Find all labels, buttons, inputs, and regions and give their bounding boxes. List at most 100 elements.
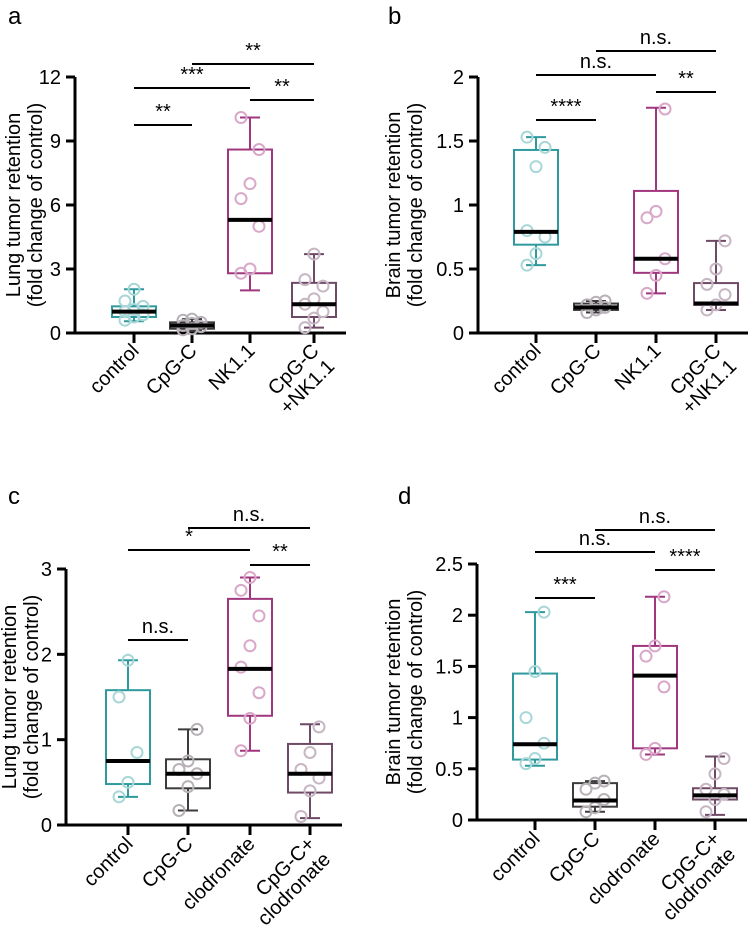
significance-label: **** — [550, 96, 581, 118]
data-point — [307, 311, 321, 325]
y-tick-label: 1 — [452, 708, 463, 730]
data-point — [709, 262, 723, 276]
data-point — [640, 211, 654, 225]
data-point — [657, 680, 671, 694]
y-tick-label: 9 — [50, 131, 61, 153]
panel-label: b — [388, 3, 401, 30]
y-tick-label: 12 — [39, 67, 61, 89]
y-tick-label: 3 — [50, 259, 61, 281]
data-point — [303, 745, 317, 759]
data-point — [243, 262, 257, 276]
data-point — [649, 204, 663, 218]
x-category-label: CpG-C — [142, 340, 202, 400]
y-axis-title: Brain tumor retention (fold change of con… — [383, 590, 427, 795]
iqr-box — [633, 189, 679, 274]
y-tick-label: 0 — [50, 323, 61, 345]
data-point — [529, 247, 543, 261]
data-point — [316, 305, 330, 319]
data-point — [519, 711, 533, 725]
x-category-label-line: control — [80, 833, 138, 891]
significance-label: ** — [274, 76, 290, 98]
y-axis-title-line1: Lung tumor retention — [3, 113, 25, 298]
box-plot-2: CpG-C — [546, 294, 619, 400]
box-plot-4: CpG-C+NK1.1 — [666, 234, 741, 419]
data-point — [121, 775, 135, 789]
iqr-box — [227, 597, 273, 717]
y-axis-title: Lung tumor retention (fold change of cont… — [3, 103, 47, 308]
data-point — [597, 774, 611, 788]
data-point — [252, 686, 266, 700]
data-point — [528, 665, 542, 679]
y-tick-label: 0 — [453, 323, 464, 345]
significance-label: n.s. — [579, 528, 611, 550]
data-point — [528, 752, 542, 766]
x-category-label: CpG-C — [546, 340, 606, 400]
y-axis-title: Brain tumor retention (fold change of con… — [383, 103, 427, 308]
data-point — [699, 805, 713, 819]
significance-label: ** — [272, 541, 288, 563]
data-point — [130, 745, 144, 759]
iqr-box — [512, 672, 558, 761]
data-point — [639, 649, 653, 663]
y-tick-label: 1 — [41, 730, 52, 752]
x-category-label-line: NK1.1 — [611, 340, 666, 395]
data-point — [112, 790, 126, 804]
iqr-box — [227, 148, 273, 275]
y-axis-title-line2: (fold change of control) — [21, 595, 43, 800]
iqr-box — [572, 782, 618, 808]
box-plot-3: clodronate — [178, 571, 273, 915]
data-point — [190, 722, 204, 736]
x-category-label: CpG-C — [545, 828, 605, 888]
iqr-box — [291, 281, 337, 319]
data-point — [252, 219, 266, 233]
iqr-box — [287, 742, 333, 794]
data-point — [648, 639, 662, 653]
box-plot-3: clodronate — [583, 590, 678, 910]
significance-label: n.s. — [640, 27, 672, 49]
x-category-label: control — [86, 340, 144, 398]
data-point — [316, 279, 330, 293]
x-category-label-line: CpG-C — [546, 340, 606, 400]
box-plot-1: control — [488, 130, 559, 398]
panel-d: d Brain tumor retention (fold change of co… — [383, 483, 747, 925]
y-tick-label: 0.5 — [435, 759, 463, 781]
data-point — [708, 767, 722, 781]
y-tick-label: 2 — [452, 605, 463, 627]
data-point — [303, 784, 317, 798]
data-point — [699, 782, 713, 796]
data-point — [657, 590, 671, 604]
y-tick-label: 1.5 — [435, 656, 463, 678]
significance-label: **** — [669, 546, 700, 568]
data-point — [537, 605, 551, 619]
panel-label: c — [8, 483, 20, 510]
significance-label: n.s. — [639, 506, 671, 528]
data-point — [298, 321, 312, 335]
data-point — [529, 160, 543, 174]
x-category-label-line: control — [488, 340, 546, 398]
x-category-label: NK1.1 — [611, 340, 666, 395]
y-tick-label: 0 — [41, 815, 52, 837]
data-point — [252, 143, 266, 157]
y-tick-label: 2 — [453, 67, 464, 89]
data-point — [243, 571, 257, 585]
x-category-label: CpG-C+NK1.1 — [264, 340, 339, 419]
y-axis-title-line2: (fold change of control) — [405, 590, 427, 795]
x-category-label-line: control — [86, 340, 144, 398]
y-axis-title: Lung tumor retention (fold change of cont… — [0, 595, 43, 800]
box-plot-2: CpG-C — [142, 312, 215, 400]
data-point — [127, 282, 141, 296]
data-point — [172, 803, 186, 817]
y-tick-label: 1 — [453, 195, 464, 217]
x-category-label: CpG-C+NK1.1 — [666, 340, 741, 419]
data-point — [718, 234, 732, 248]
panel-c: c Lung tumor retention (fold change of con… — [0, 483, 342, 930]
data-point — [717, 752, 731, 766]
data-point — [252, 609, 266, 623]
data-point — [112, 690, 126, 704]
iqr-box — [513, 148, 559, 246]
x-category-label: NK1.1 — [205, 340, 260, 395]
significance-label: * — [185, 526, 193, 548]
data-point — [579, 782, 593, 796]
box-plot-3: NK1.1 — [205, 111, 273, 395]
